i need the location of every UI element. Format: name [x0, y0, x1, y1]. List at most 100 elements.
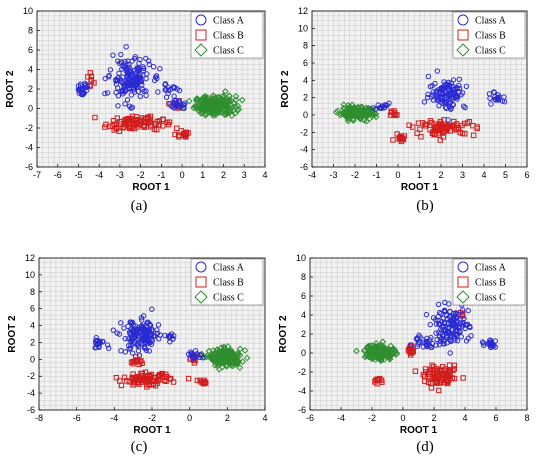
data-point	[96, 340, 102, 346]
data-point	[88, 77, 94, 83]
data-point	[384, 102, 390, 108]
legend: Class A Class B Class C	[190, 11, 264, 59]
legend-label: Class B	[213, 278, 244, 289]
data-point	[433, 342, 439, 348]
series-class-a	[370, 68, 508, 123]
y-tick-label: 0	[30, 354, 35, 364]
data-point	[440, 134, 447, 140]
data-point	[224, 353, 232, 360]
data-point	[376, 105, 383, 111]
data-point	[358, 107, 365, 115]
data-point	[77, 83, 84, 89]
data-point	[139, 317, 145, 323]
data-point	[447, 333, 454, 339]
data-point	[454, 94, 460, 100]
data-point	[451, 366, 458, 372]
data-point	[369, 110, 377, 118]
data-point	[227, 362, 235, 369]
data-point	[191, 355, 197, 361]
x-tick-label: -5	[74, 170, 82, 180]
data-point	[118, 51, 124, 58]
x-axis-label: ROOT 1	[401, 182, 439, 193]
legend-box	[452, 258, 526, 306]
data-point	[434, 378, 441, 385]
legend-label: Class A	[213, 16, 245, 27]
data-point	[223, 108, 231, 116]
data-point	[433, 330, 439, 336]
data-point	[337, 111, 344, 119]
data-point	[432, 80, 438, 87]
x-tick-label: 1	[200, 170, 205, 180]
legend: Class A Class B Class C	[452, 258, 526, 306]
data-point	[414, 130, 420, 136]
data-point	[491, 89, 498, 96]
data-point	[209, 354, 216, 362]
x-tick-label: 2	[438, 170, 443, 180]
x-tick-label: 6	[524, 170, 529, 180]
data-point	[170, 104, 176, 110]
data-point	[174, 125, 180, 131]
data-point	[430, 128, 436, 135]
data-point	[441, 79, 447, 85]
data-point	[414, 335, 421, 341]
x-tick-label: -7	[33, 170, 41, 180]
data-point	[454, 86, 460, 92]
data-point	[394, 112, 400, 118]
data-point	[422, 123, 429, 129]
data-point	[345, 113, 353, 120]
data-point	[191, 102, 199, 110]
data-point	[363, 108, 371, 115]
data-point	[433, 321, 440, 327]
data-point	[141, 345, 148, 351]
y-tick-label: 12	[25, 253, 35, 263]
y-tick-label: 8	[303, 41, 308, 51]
data-point	[427, 366, 434, 373]
data-point	[197, 96, 205, 104]
x-tick-label: 2	[431, 413, 436, 423]
y-tick-label: 0	[303, 110, 308, 120]
data-point	[192, 348, 199, 354]
x-tick-label: -3	[116, 170, 124, 180]
data-point	[133, 120, 139, 127]
data-point	[225, 96, 233, 104]
data-point	[421, 99, 428, 105]
data-point	[425, 73, 432, 80]
legend-label: Class C	[475, 46, 506, 57]
data-point	[142, 119, 148, 126]
data-point	[139, 377, 145, 383]
data-point	[106, 72, 112, 79]
data-point	[230, 351, 237, 359]
x-tick-label: 2	[221, 170, 226, 180]
data-point	[349, 108, 357, 116]
data-point	[127, 123, 133, 130]
data-point	[151, 126, 158, 132]
data-point	[141, 65, 147, 72]
data-point	[207, 107, 215, 115]
legend-label: Class B	[213, 31, 244, 42]
data-point	[437, 137, 443, 143]
data-point	[147, 321, 153, 327]
data-point	[139, 360, 145, 366]
data-point	[122, 349, 129, 355]
data-point	[135, 124, 141, 130]
x-tick-label: -4	[95, 170, 103, 180]
data-point	[118, 382, 125, 389]
x-tick-label: 3	[460, 170, 465, 180]
x-tick-label: 4	[481, 170, 486, 180]
data-point	[170, 379, 177, 385]
data-point	[440, 375, 446, 381]
data-point	[143, 75, 149, 82]
data-point	[456, 76, 463, 82]
data-point	[372, 343, 379, 350]
data-point	[119, 88, 126, 94]
data-point	[133, 81, 140, 88]
y-tick-label: 8	[30, 287, 35, 297]
data-point	[133, 375, 140, 381]
x-tick-label: 4	[462, 413, 467, 423]
legend-box	[190, 258, 264, 306]
panel-caption: (c)	[131, 439, 148, 455]
data-point	[386, 353, 394, 360]
data-point	[418, 134, 424, 140]
data-point	[92, 114, 98, 121]
